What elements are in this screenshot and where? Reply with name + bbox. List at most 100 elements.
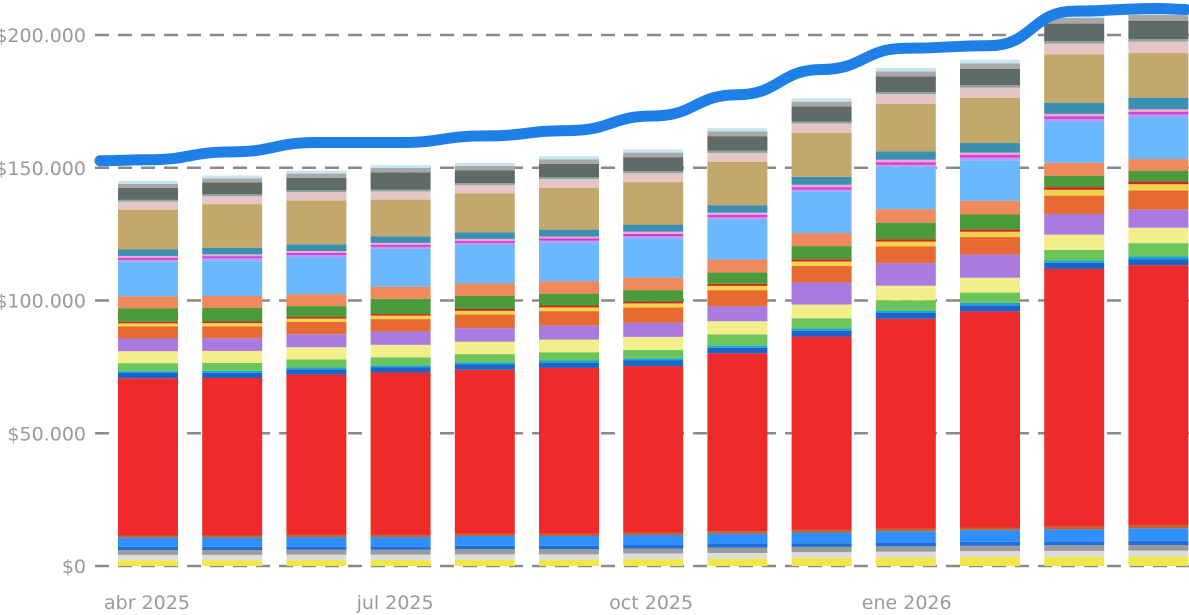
bar-segment-12-22 [1128,53,1189,98]
bar-segment-0-5 [118,535,178,538]
y-tick-label-2: $100.000 [0,291,86,313]
bar-segment-4-12 [454,314,515,329]
bar-segment-6-26 [623,152,684,158]
bar-segment-7-27 [707,128,768,132]
bar-segment-12-9 [1128,243,1189,257]
bar-segment-2-16 [286,294,347,307]
bar-segment-10-20 [960,152,1020,156]
bar-segment-12-13 [1128,184,1189,191]
bar-segment-9-22 [875,104,936,152]
bar-segment-10-15 [960,214,1020,230]
bar-segment-1-1 [202,554,263,561]
bar-segment-2-1 [286,554,347,560]
bar-segment-2-11 [286,334,347,348]
bar-segment-10-9 [960,292,1020,303]
bar-segment-6-8 [623,358,684,361]
bar-segment-5-4 [539,535,599,546]
bar-segment-8-1 [791,552,852,559]
bar-segment-12-6 [1128,265,1189,526]
bar-segment-1-15 [202,307,263,322]
bar-segment-3-20 [370,242,431,245]
bar-segment-9-14 [875,239,936,242]
bar-segment-10-16 [960,200,1020,215]
bar-segment-3-24 [370,189,431,192]
bar-segment-1-9 [202,362,263,371]
bar-stack-3 [370,165,431,566]
bar-segment-2-19 [286,252,347,256]
bar-segment-9-13 [875,241,936,247]
bar-segment-11-8 [1044,260,1105,263]
bar-segment-0-23 [118,201,178,210]
bar-segment-8-5 [791,529,852,533]
bar-segment-5-10 [539,339,599,353]
bar-segment-12-2 [1128,545,1189,551]
bar-segment-11-20 [1044,113,1105,117]
bar-segment-2-21 [286,244,347,252]
bar-segment-1-6 [202,378,263,536]
x-tick-label-3: ene 2026 [862,592,952,614]
bar-segment-12-8 [1128,256,1189,260]
bar-segment-8-3 [791,543,852,547]
bar-segment-4-8 [454,362,515,365]
bar-segment-0-24 [118,199,178,202]
bar-segment-2-25 [286,177,347,191]
bar-segment-8-15 [791,246,852,260]
bar-segment-12-20 [1128,109,1189,112]
bar-segment-8-8 [791,328,852,331]
bar-segment-11-14 [1044,187,1105,190]
bar-segment-12-18 [1128,114,1189,118]
bar-segment-3-5 [370,534,431,538]
bar-segment-4-7 [454,364,515,370]
bar-segment-4-9 [454,354,515,363]
bar-segment-0-2 [118,550,178,555]
bar-segment-3-6 [370,372,431,535]
bar-segment-3-8 [370,365,431,368]
bar-segment-1-21 [202,247,263,255]
bar-segment-2-3 [286,546,347,550]
bar-segment-6-25 [623,157,684,172]
total-line [94,2,1189,167]
bar-segment-4-3 [454,545,515,550]
bar-segment-2-2 [286,549,347,555]
bar-segment-3-1 [370,554,431,560]
bar-segment-4-22 [454,193,515,233]
bar-stack-0 [118,181,178,566]
bar-segment-0-25 [118,187,178,200]
bar-segment-1-3 [202,546,263,551]
bar-segment-7-24 [707,150,768,153]
bar-segment-4-1 [454,554,515,560]
bar-segment-9-18 [875,164,936,168]
bar-segment-12-10 [1128,227,1189,244]
bar-segment-6-7 [623,360,684,367]
bar-segment-7-4 [707,533,768,544]
bar-segment-10-12 [960,237,1020,255]
bar-segment-0-21 [118,249,178,256]
bar-segment-1-18 [202,258,263,261]
bar-segment-11-0 [1044,556,1105,566]
bar-segment-0-3 [118,546,178,551]
bar-segment-12-19 [1128,111,1189,115]
bar-segment-10-11 [960,254,1020,278]
bar-segment-1-16 [202,295,263,308]
bar-segment-4-13 [454,310,515,315]
bar-segment-9-2 [875,546,936,552]
bar-segment-11-4 [1044,529,1105,542]
bar-segment-3-0 [370,559,431,566]
bar-segment-3-17 [370,248,431,287]
bar-segment-5-8 [539,360,599,363]
x-tick-label-0: abr 2025 [104,592,190,614]
bar-segment-3-7 [370,367,431,373]
bar-segment-6-19 [623,233,684,237]
bar-segment-3-10 [370,344,431,358]
bar-segment-7-6 [707,353,768,532]
bar-segment-8-9 [791,318,852,329]
bar-segment-9-4 [875,531,936,543]
y-tick-label-0: $0 [62,556,86,578]
bar-segment-5-2 [539,549,599,555]
bar-segment-0-14 [118,321,178,324]
bar-segment-6-10 [623,336,684,350]
bar-segment-6-24 [623,171,684,174]
bar-segment-7-23 [707,152,768,162]
x-axis-labels: abr 2025 jul 2025 oct 2025 ene 2026 [104,592,952,614]
bar-segment-7-7 [707,347,768,354]
